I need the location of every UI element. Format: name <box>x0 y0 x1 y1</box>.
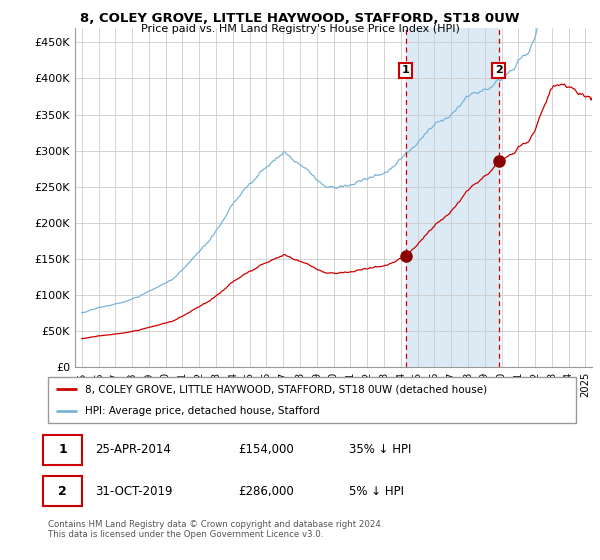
Text: 8, COLEY GROVE, LITTLE HAYWOOD, STAFFORD, ST18 0UW (detached house): 8, COLEY GROVE, LITTLE HAYWOOD, STAFFORD… <box>85 384 487 394</box>
Text: 1: 1 <box>402 66 410 76</box>
Text: 5% ↓ HPI: 5% ↓ HPI <box>349 484 404 498</box>
Text: 31-OCT-2019: 31-OCT-2019 <box>95 484 173 498</box>
FancyBboxPatch shape <box>43 435 82 465</box>
Text: 25-APR-2014: 25-APR-2014 <box>95 443 172 456</box>
Text: HPI: Average price, detached house, Stafford: HPI: Average price, detached house, Staf… <box>85 407 320 416</box>
Text: Price paid vs. HM Land Registry's House Price Index (HPI): Price paid vs. HM Land Registry's House … <box>140 24 460 34</box>
Text: £154,000: £154,000 <box>238 443 294 456</box>
Text: £286,000: £286,000 <box>238 484 294 498</box>
Bar <box>406 28 499 367</box>
Text: 2: 2 <box>58 484 67 498</box>
Text: 2: 2 <box>495 66 503 76</box>
Text: 8, COLEY GROVE, LITTLE HAYWOOD, STAFFORD, ST18 0UW: 8, COLEY GROVE, LITTLE HAYWOOD, STAFFORD… <box>80 12 520 25</box>
FancyBboxPatch shape <box>43 476 82 506</box>
Text: 35% ↓ HPI: 35% ↓ HPI <box>349 443 412 456</box>
Text: Contains HM Land Registry data © Crown copyright and database right 2024.
This d: Contains HM Land Registry data © Crown c… <box>48 520 383 539</box>
Text: 1: 1 <box>58 443 67 456</box>
